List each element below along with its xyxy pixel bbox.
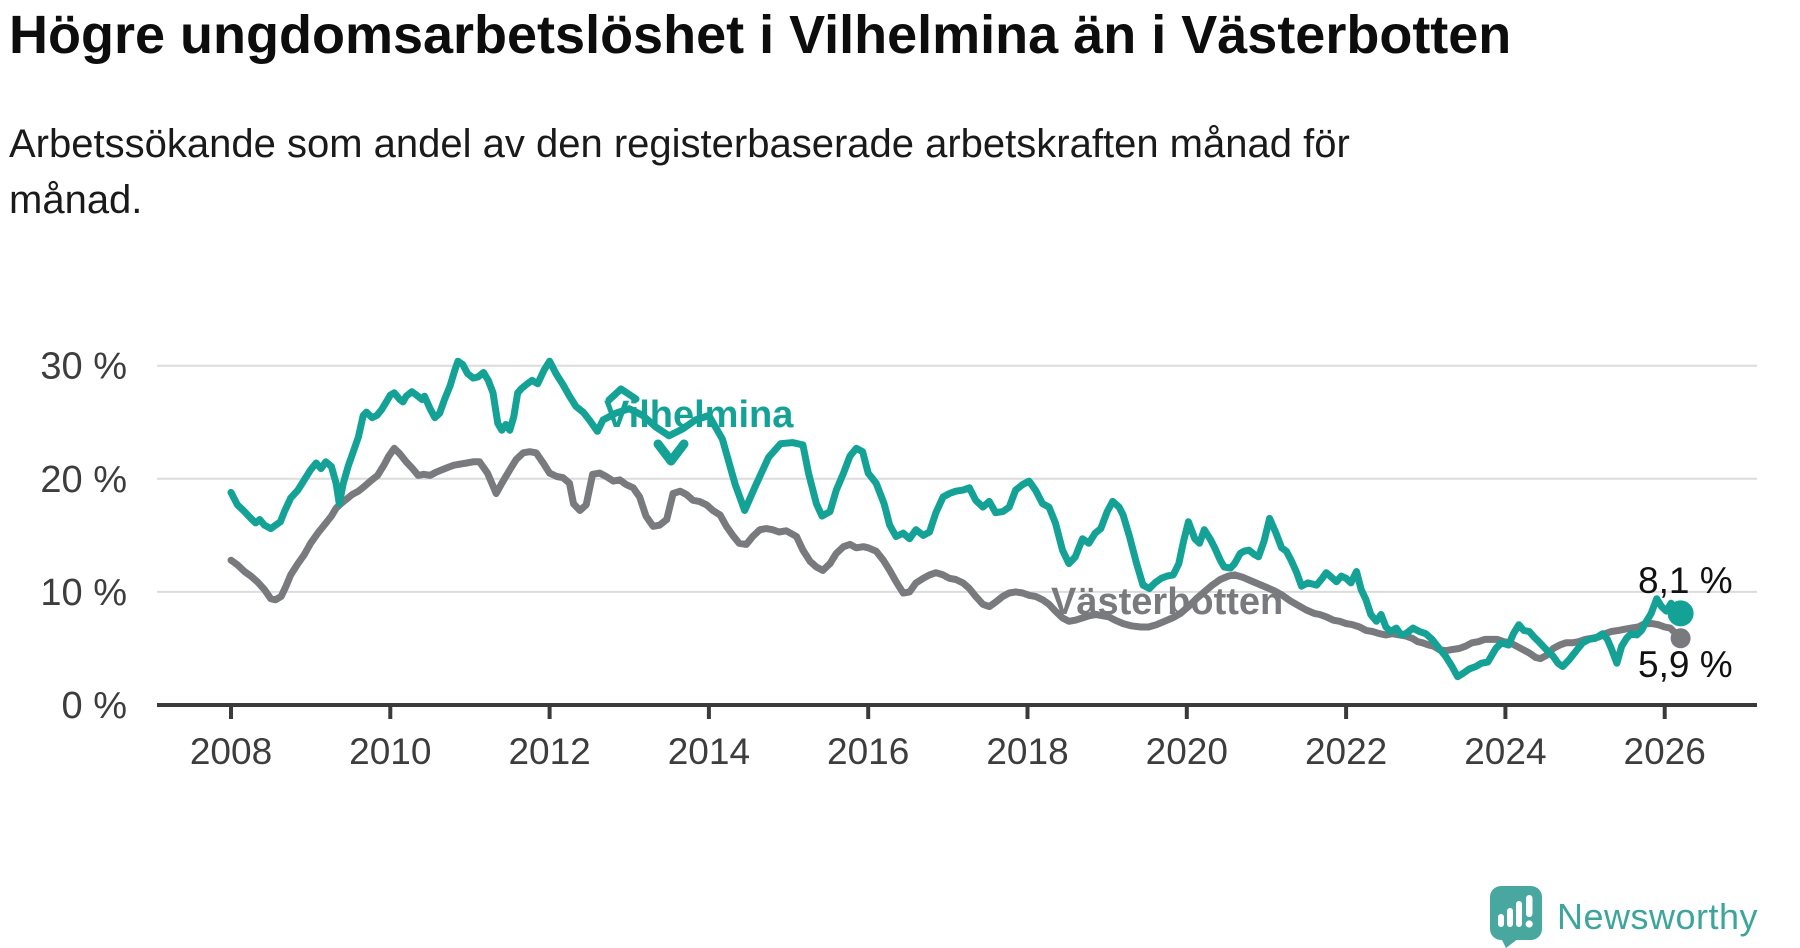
series-line-vilhelmina — [227, 357, 1685, 681]
series-label-vilhelmina: Vilhelmina — [604, 394, 794, 436]
bar-medium — [1507, 908, 1513, 927]
arrowhead-down-mark — [653, 439, 689, 466]
x-tick-label: 2020 — [1146, 731, 1228, 772]
exclamation-dot — [1525, 920, 1533, 928]
y-tick-label: 10 % — [40, 572, 127, 614]
end-dot-vilhelmina — [1667, 600, 1694, 627]
chart-title: Högre ungdomsarbetslöshet i Vilhelmina ä… — [9, 5, 1512, 65]
y-tick-label: 30 % — [40, 346, 127, 388]
end-dot-vasterbotten — [1670, 628, 1691, 649]
caret-up-mark — [605, 385, 640, 404]
x-tick-label: 2010 — [349, 731, 431, 772]
bar-large — [1516, 901, 1522, 927]
series-vilhelmina — [227, 357, 1694, 681]
x-tick-label: 2018 — [986, 731, 1068, 772]
newsworthy-logo: Newsworthy — [1489, 886, 1758, 948]
y-axis: 0 % 10 % 20 % 30 % — [40, 346, 127, 727]
gridlines — [157, 364, 1757, 593]
series-vasterbotten — [227, 444, 1691, 663]
chart-subtitle: Arbetssökande som andel av den registerb… — [9, 122, 1350, 222]
x-tick-label: 2008 — [190, 731, 272, 772]
newsworthy-logo-text: Newsworthy — [1557, 896, 1759, 937]
end-value-label-vasterbotten: 5,9 % — [1638, 644, 1733, 685]
bar-small — [1498, 914, 1504, 927]
y-tick-label: 20 % — [40, 459, 127, 501]
series-label-vasterbotten: Västerbotten — [1051, 581, 1284, 623]
x-tick-label: 2016 — [827, 731, 909, 772]
x-axis: 2008 2010 2012 2014 2016 2018 2020 2022 2024 2026 — [157, 703, 1757, 772]
x-tick-label: 2026 — [1624, 731, 1706, 772]
x-tick-label: 2012 — [508, 731, 590, 772]
y-tick-label: 0 % — [62, 685, 127, 727]
newsworthy-logo-icon — [1490, 886, 1542, 948]
end-value-label-vilhelmina: 8,1 % — [1638, 560, 1733, 601]
exclamation-bar — [1526, 895, 1533, 917]
speech-bubble-tail — [1501, 938, 1519, 948]
x-tick-label: 2014 — [668, 731, 750, 772]
x-tick-label: 2024 — [1464, 731, 1546, 772]
series-line-vasterbotten — [227, 444, 1685, 663]
x-tick-label: 2022 — [1305, 731, 1387, 772]
